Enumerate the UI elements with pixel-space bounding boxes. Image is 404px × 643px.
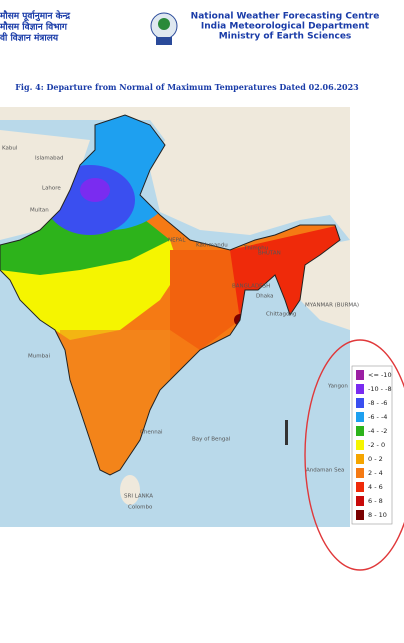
legend-label: 2 - 4 xyxy=(368,469,383,477)
map-label: Kathmandu xyxy=(196,243,228,249)
map-label: NEPAL xyxy=(168,238,186,244)
map-label: Yangon xyxy=(327,384,348,390)
map-label: Andaman Sea xyxy=(306,468,344,474)
map-label: Chittagong xyxy=(266,312,296,318)
legend-swatch xyxy=(356,454,364,464)
map-label: Thimphu xyxy=(243,246,268,252)
map-label: Kabul xyxy=(2,146,18,152)
legend-label: -6 - -4 xyxy=(368,413,387,421)
legend-swatch xyxy=(356,384,364,394)
map-label: Dhaka xyxy=(256,294,274,300)
legend-swatch xyxy=(356,496,364,506)
legend-swatch xyxy=(356,468,364,478)
header-english: India Meteorological Department xyxy=(201,22,370,32)
map-label: Multan xyxy=(30,208,49,214)
legend-swatch xyxy=(356,370,364,380)
map-label: Mumbai xyxy=(28,354,50,360)
map-label: Bay of Bengal xyxy=(192,437,231,443)
caption: Fig. 4: Departure from Normal of Maximum… xyxy=(15,82,359,92)
map-label: BANGLADESH xyxy=(232,284,270,290)
map-label: Chennai xyxy=(140,430,163,436)
legend-label: 0 - 2 xyxy=(368,455,383,463)
map-label: Lahore xyxy=(42,186,61,192)
map-label: SRI LANKA xyxy=(124,494,153,500)
legend-label: -8 - -6 xyxy=(368,399,387,407)
annotation-circle xyxy=(304,339,404,571)
legend-swatch xyxy=(356,412,364,422)
header-hindi: वी विज्ञान मंत्रालय xyxy=(0,32,59,44)
header-english: National Weather Forecasting Centre xyxy=(191,12,380,22)
map-label: Colombo xyxy=(128,505,153,511)
map: Kabul Islamabad Lahore Multan NEPAL Kathmandu… xyxy=(0,107,359,527)
legend-label: -2 - 0 xyxy=(368,441,385,449)
map-label: MYANMAR (BURMA) xyxy=(305,303,359,309)
legend-swatch xyxy=(356,440,364,450)
header-english: Ministry of Earth Sciences xyxy=(219,32,352,42)
header-hindi: मौसम विज्ञान विभाग xyxy=(0,21,68,33)
legend-swatch xyxy=(356,426,364,436)
map-label: BHUTAN xyxy=(258,251,281,257)
map-label: Islamabad xyxy=(35,156,63,162)
legend-swatch xyxy=(356,482,364,492)
legend-label: -4 - -2 xyxy=(368,427,387,435)
legend-label: 6 - 8 xyxy=(368,497,383,505)
legend-label: 8 - 10 xyxy=(368,511,387,519)
legend-label: <= -10 xyxy=(368,371,392,379)
legend-label: 4 - 6 xyxy=(368,483,383,491)
legend-swatch xyxy=(356,510,364,520)
emblem xyxy=(150,12,178,45)
header-hindi: मौसम पूर्वानुमान केन्द्र xyxy=(0,10,71,22)
legend-label: -10 - -8 xyxy=(368,385,392,393)
legend-swatch xyxy=(356,398,364,408)
